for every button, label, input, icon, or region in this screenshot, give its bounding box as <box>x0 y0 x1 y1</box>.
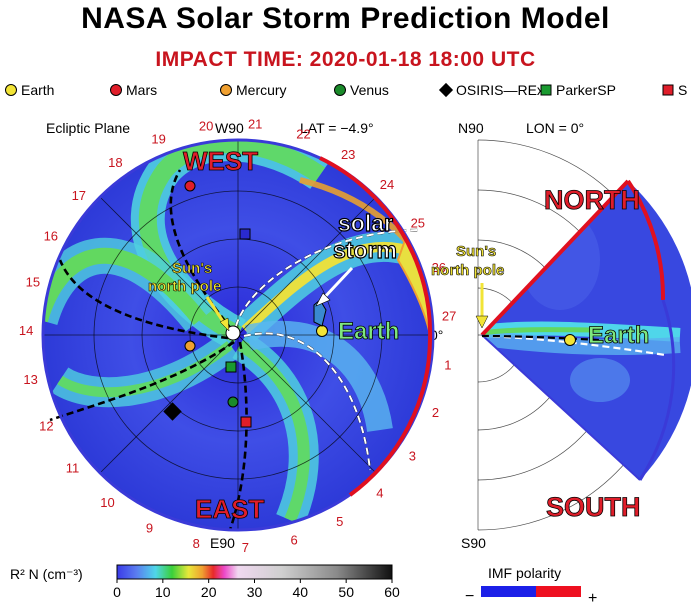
legend-marker-2 <box>220 84 232 96</box>
osiris-rex-marker <box>163 402 182 421</box>
rim-number-10: 10 <box>100 495 114 510</box>
meridional-earth-label: Earth <box>588 322 649 349</box>
meridional-pole-label-line-2: north pole <box>431 262 504 279</box>
legend-label-2: Mercury <box>236 82 287 98</box>
colorbar-tick-50: 50 <box>338 584 354 600</box>
meridional-top-label: N90 <box>458 120 484 136</box>
ecliptic-bottom-label: E90 <box>210 535 235 551</box>
rim-number-1: 1 <box>444 358 451 373</box>
colorbar-tick-60: 60 <box>384 584 400 600</box>
rim-number-17: 17 <box>72 188 86 203</box>
imf-minus: − <box>465 588 474 605</box>
colorbar-label: R² N (cm⁻³) <box>10 566 83 582</box>
meridional-bottom-label: S90 <box>461 535 486 551</box>
ecliptic-plane-label: Ecliptic Plane <box>46 120 130 136</box>
legend-marker-3 <box>334 84 346 96</box>
rim-number-14: 14 <box>19 323 33 338</box>
mercury-marker <box>184 340 196 352</box>
legend-label-3: Venus <box>350 82 389 98</box>
pole-label-line-1: Sun's <box>172 260 212 277</box>
rim-number-19: 19 <box>151 131 165 146</box>
rim-number-25: 25 <box>411 216 425 231</box>
storm-label-line-2: storm <box>333 237 397 263</box>
venus-marker <box>227 396 239 408</box>
south-label: SOUTH <box>546 492 641 522</box>
page-title: NASA Solar Storm Prediction Model <box>81 2 610 35</box>
legend-marker-6 <box>662 84 674 96</box>
rim-number-9: 9 <box>146 521 153 536</box>
legend-marker-5 <box>540 84 552 96</box>
parker-marker <box>225 361 237 373</box>
density-swirls <box>43 140 433 526</box>
colorbar-ticks: 0 10 20 30 40 50 60 <box>113 579 400 600</box>
stereo-marker <box>240 416 252 428</box>
colorbar-tick-10: 10 <box>155 584 171 600</box>
rim-number-12: 12 <box>39 419 53 434</box>
spacecraft-marker <box>239 228 251 240</box>
rim-number-2: 2 <box>432 405 439 420</box>
rim-number-13: 13 <box>23 372 37 387</box>
ecliptic-top-label: W90 <box>215 120 244 136</box>
legend-label-0: Earth <box>21 82 54 98</box>
earth-marker <box>316 325 328 337</box>
ecliptic-rim <box>41 138 435 532</box>
meridional-pole-label-line-1: Sun's <box>456 243 496 260</box>
ecliptic-map: WEST EAST solar storm Sun's north pole E… <box>41 138 435 532</box>
legend-marker-4 <box>438 82 454 98</box>
legend-marker-1 <box>110 84 122 96</box>
colorbar <box>116 564 393 580</box>
meridional-lon-label: LON = 0° <box>526 120 584 136</box>
colorbar-tick-0: 0 <box>113 584 121 600</box>
imf-negative-bar <box>481 586 536 597</box>
storm-label-line-1: solar <box>338 210 393 236</box>
rim-number-11: 11 <box>66 461 80 476</box>
rim-number-23: 23 <box>341 147 355 162</box>
rim-number-5: 5 <box>336 514 343 529</box>
colorbar-tick-30: 30 <box>247 584 263 600</box>
rim-number-15: 15 <box>26 274 40 289</box>
pole-label-line-2: north pole <box>148 278 221 295</box>
ecliptic-positive-sector <box>319 156 433 341</box>
rim-number-8: 8 <box>193 536 200 551</box>
legend-label-6: S <box>678 82 687 98</box>
rim-number-24: 24 <box>380 177 394 192</box>
imf-label: IMF polarity <box>488 565 561 581</box>
rim-number-20: 20 <box>199 118 213 133</box>
rim-number-4: 4 <box>376 486 383 501</box>
legend: Earth Mars Mercury Venus OSIRIS—REx ParkerSP S <box>5 82 687 98</box>
colorbar-tick-20: 20 <box>201 584 217 600</box>
impact-time: IMPACT TIME: 2020-01-18 18:00 UTC <box>155 48 536 71</box>
meridional-earth-marker <box>564 334 576 346</box>
rim-number-26: 26 <box>432 260 446 275</box>
legend-marker-0 <box>5 84 17 96</box>
rim-number-21: 21 <box>248 117 262 132</box>
rim-number-16: 16 <box>44 229 58 244</box>
colorbar-tick-40: 40 <box>293 584 309 600</box>
imf-plus: + <box>588 590 597 607</box>
mars-marker <box>184 180 196 192</box>
rim-number-7: 7 <box>242 540 249 555</box>
legend-label-4: OSIRIS—REx <box>456 82 544 98</box>
sun-marker <box>225 325 241 341</box>
ecliptic-lat-label: LAT = −4.9° <box>300 120 374 136</box>
east-label: EAST <box>195 494 264 524</box>
west-label: WEST <box>183 146 258 176</box>
legend-label-5: ParkerSP <box>556 82 616 98</box>
legend-label-1: Mars <box>126 82 157 98</box>
imf-positive-bar <box>536 586 581 597</box>
north-label: NORTH <box>544 185 640 215</box>
rim-number-18: 18 <box>108 155 122 170</box>
rim-number-6: 6 <box>290 533 297 548</box>
earth-label: Earth <box>338 318 399 345</box>
rim-number-22: 22 <box>296 126 310 141</box>
rim-number-27: 27 <box>442 308 456 323</box>
meridional-map: NORTH SOUTH Sun's north pole Earth <box>431 139 691 531</box>
rim-number-3: 3 <box>409 449 416 464</box>
